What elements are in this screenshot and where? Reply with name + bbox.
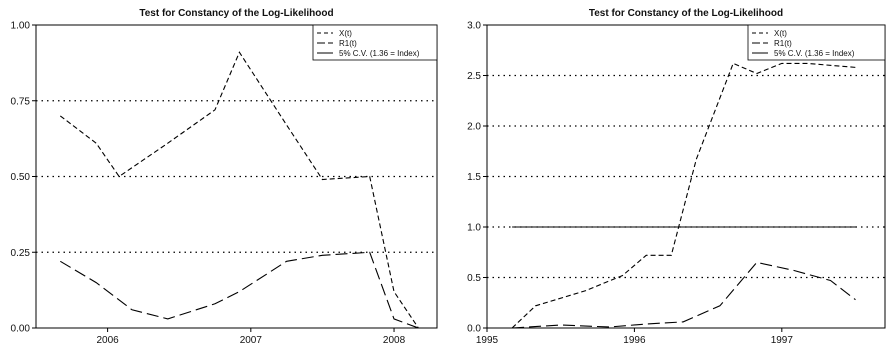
legend (312, 24, 438, 61)
x-tick-label: 2006 (96, 335, 119, 346)
series-r1t-line (512, 261, 856, 329)
y-tick-label: 1.5 (467, 172, 481, 183)
y-tick-label: 0.00 (11, 324, 31, 335)
legend-label: R1(t) (339, 39, 357, 48)
legend-label: X(t) (339, 29, 352, 38)
legend-label: R1(t) (774, 39, 792, 48)
series-r1t-line (60, 251, 419, 329)
y-tick-label: 0.0 (467, 324, 481, 335)
x-tick-label: 1997 (771, 335, 794, 346)
legend-label: X(t) (774, 29, 787, 38)
y-tick-label: 0.25 (11, 248, 31, 259)
series-xt-line (511, 62, 856, 329)
y-tick-label: 0.5 (467, 273, 481, 284)
y-tick-label: 2.5 (467, 71, 481, 82)
x-tick-label: 1996 (623, 335, 646, 346)
chart-title: Test for Constancy of the Log-Likelihood (139, 8, 333, 19)
y-tick-label: 0.75 (11, 96, 31, 107)
y-tick-label: 3.0 (467, 21, 481, 32)
x-tick-label: 1995 (476, 335, 499, 346)
legend-label: 5% C.V. (1.36 = Index) (774, 49, 855, 58)
y-tick-label: 0.50 (11, 172, 31, 183)
y-tick-label: 1.00 (11, 21, 31, 32)
legend-label: 5% C.V. (1.36 = Index) (339, 49, 420, 58)
y-tick-label: 1.0 (467, 223, 481, 234)
chart-title: Test for Constancy of the Log-Likelihood (589, 8, 783, 19)
series-xt-line (59, 51, 419, 329)
chart-panel-1: Test for Constancy of the Log-Likelihood… (11, 8, 438, 346)
x-tick-label: 2008 (383, 335, 406, 346)
x-tick-label: 2007 (240, 335, 263, 346)
legend (747, 24, 886, 61)
chart-panel-2: Test for Constancy of the Log-Likelihood… (467, 8, 886, 346)
y-tick-label: 2.0 (467, 122, 481, 133)
